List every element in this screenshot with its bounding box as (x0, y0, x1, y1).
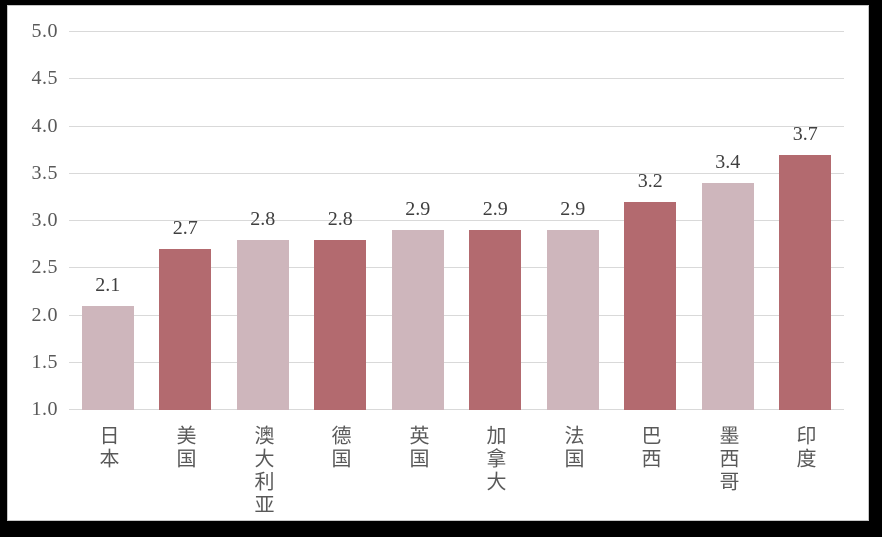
bar-加拿大 (469, 230, 522, 410)
bar-slot: 3.7 (767, 32, 845, 410)
bar-slot: 2.8 (302, 32, 380, 410)
plot-area: 2.1 2.7 2.8 2.8 2.9 2.9 2.9 3.2 3.4 3.7 (69, 31, 844, 410)
bar-value-label: 3.7 (792, 123, 818, 145)
category-label-加拿大: 加拿大 (483, 425, 505, 494)
category-label-澳大利亚: 澳大利亚 (251, 425, 273, 517)
bar-chart: 5.0 4.5 4.0 3.5 3.0 2.5 2.0 1.5 1.0 2.1 2.7 2.8 2.8… (7, 5, 869, 521)
bar-slot: 2.9 (534, 32, 612, 410)
bar-value-label: 2.7 (172, 217, 198, 239)
y-tick-label: 5.0 (31, 20, 58, 42)
bar-英国 (391, 230, 444, 410)
bar-slot: 3.2 (612, 32, 690, 410)
gridline (69, 31, 844, 32)
gridline (69, 220, 844, 221)
bar-美国 (159, 249, 212, 410)
y-tick-label: 2.5 (31, 256, 58, 278)
bar-slot: 2.9 (457, 32, 535, 410)
bar-value-label: 3.2 (637, 170, 663, 192)
y-tick-label: 1.5 (31, 351, 58, 373)
y-tick-label: 4.5 (31, 67, 58, 89)
gridline (69, 78, 844, 79)
bar-slot: 3.4 (689, 32, 767, 410)
bar-value-label: 2.9 (560, 198, 586, 220)
gridline (69, 315, 844, 316)
gridline (69, 267, 844, 268)
y-tick-label: 3.0 (31, 209, 58, 231)
bar-value-label: 2.8 (327, 208, 353, 230)
category-label-美国: 美国 (173, 425, 195, 471)
category-label-印度: 印度 (793, 425, 815, 471)
bar-value-label: 2.9 (405, 198, 431, 220)
bar-法国 (546, 230, 599, 410)
bar-value-label: 3.4 (715, 151, 741, 173)
y-tick-label: 3.5 (31, 162, 58, 184)
bar-slot: 2.8 (224, 32, 302, 410)
gridline (69, 126, 844, 127)
category-label-墨西哥: 墨西哥 (716, 425, 738, 494)
bar-value-label: 2.1 (95, 274, 121, 296)
bar-slot: 2.9 (379, 32, 457, 410)
category-label-德国: 德国 (328, 425, 350, 471)
bar-value-label: 2.8 (250, 208, 276, 230)
y-tick-label: 4.0 (31, 115, 58, 137)
bar-value-label: 2.9 (482, 198, 508, 220)
bar-澳大利亚 (236, 240, 289, 410)
category-label-英国: 英国 (406, 425, 428, 471)
gridline (69, 362, 844, 363)
bar-日本 (81, 306, 134, 410)
bar-印度 (779, 155, 832, 410)
gridline (69, 409, 844, 410)
y-tick-label: 1.0 (31, 398, 58, 420)
category-label-日本: 日本 (96, 425, 118, 471)
gridline (69, 173, 844, 174)
bar-slot: 2.1 (69, 32, 147, 410)
bar-slot: 2.7 (147, 32, 225, 410)
bar-墨西哥 (701, 183, 754, 410)
bar-德国 (314, 240, 367, 410)
bar-巴西 (624, 202, 677, 410)
category-label-法国: 法国 (561, 425, 583, 471)
category-label-巴西: 巴西 (638, 425, 660, 471)
y-tick-label: 2.0 (31, 304, 58, 326)
